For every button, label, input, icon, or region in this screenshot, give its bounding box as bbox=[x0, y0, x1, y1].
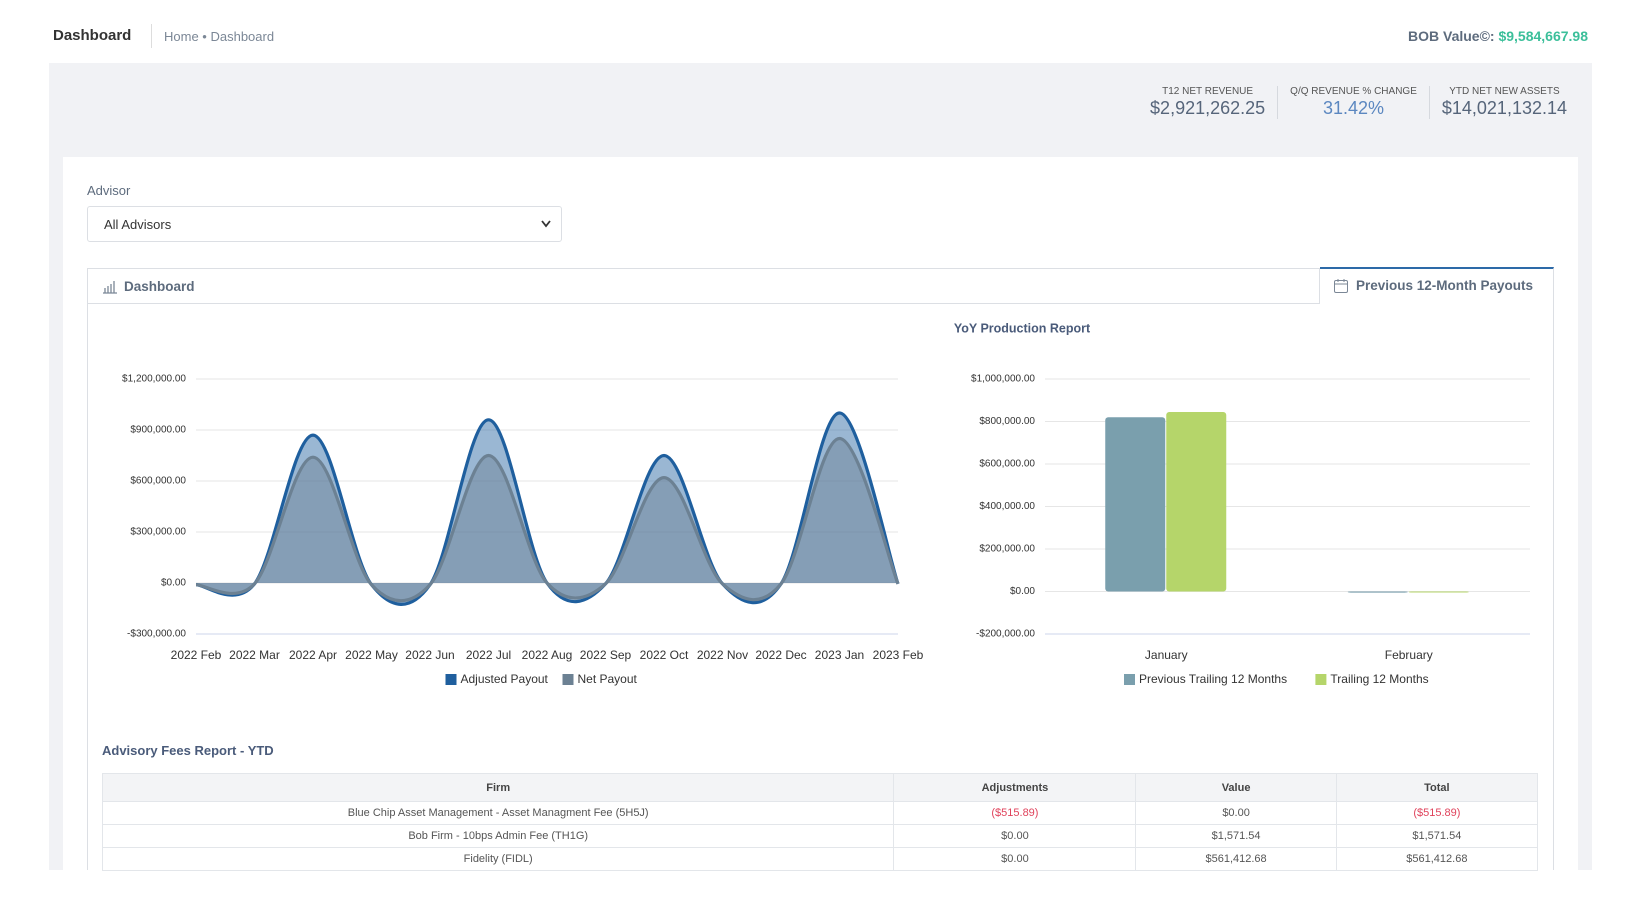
bar bbox=[1105, 417, 1166, 592]
tab-icon bbox=[103, 281, 117, 294]
page-title: Dashboard bbox=[53, 27, 132, 44]
table-cell: ($515.89) bbox=[893, 801, 1137, 825]
bar bbox=[1347, 591, 1408, 593]
fees-table: Firm Adjustments Value Total Blue Chip Asset… bbox=[101, 773, 1539, 871]
divider bbox=[151, 24, 152, 48]
tab-label: Dashboard bbox=[124, 279, 195, 294]
breadcrumb-link[interactable]: Home bbox=[164, 29, 199, 44]
select-arrow bbox=[541, 220, 551, 228]
legend-swatch bbox=[1124, 674, 1135, 685]
table-title: Advisory Fees Report - YTD bbox=[102, 743, 274, 758]
table-cell: Fidelity (FIDL) bbox=[101, 847, 895, 871]
kpi-strip: T12 NET REVENUE $2,921,262.25 Q/Q REVENUE … bbox=[1138, 86, 1579, 119]
column-header: Adjustments bbox=[893, 773, 1137, 802]
kpi-value: $2,921,262.25 bbox=[1150, 98, 1266, 118]
x-tick-label: 2022 May bbox=[345, 648, 398, 662]
legend-label: Net Payout bbox=[578, 672, 638, 686]
y-tick-label: $1,200,000.00 bbox=[122, 374, 186, 385]
kpi: T12 NET REVENUE $2,921,262.25 bbox=[1138, 86, 1277, 119]
x-tick-label: 2022 Apr bbox=[289, 648, 337, 662]
table-cell: $1,571.54 bbox=[1135, 824, 1337, 848]
legend-swatch bbox=[445, 674, 457, 685]
breadcrumb: Home • Dashboard bbox=[164, 29, 275, 44]
kpi: YTD NET NEW ASSETS $14,021,132.14 bbox=[1428, 86, 1579, 119]
legend-swatch bbox=[1315, 674, 1327, 685]
x-tick-label: February bbox=[1385, 648, 1433, 662]
header-row: Firm Adjustments Value Total bbox=[101, 773, 1539, 802]
legend-label: Adjusted Payout bbox=[461, 672, 549, 686]
charts: -$300,000.00 $0.00 $300,000.00 $600,000.00 $… bbox=[122, 321, 1530, 686]
table-cell: Bob Firm - 10bps Admin Fee (TH1G) bbox=[101, 824, 895, 848]
x-tick-label: 2022 Aug bbox=[522, 648, 573, 662]
kpi-label: Q/Q REVENUE % CHANGE bbox=[1290, 86, 1417, 97]
tab-icon bbox=[1334, 279, 1348, 293]
bob-value: BOB Value©: $9,584,667.98 bbox=[1408, 28, 1588, 44]
y-tick-label: $0.00 bbox=[1010, 586, 1035, 597]
tab[interactable]: Dashboard bbox=[87, 268, 1320, 304]
y-tick-label: $0.00 bbox=[161, 578, 186, 589]
select-value: All Advisors bbox=[104, 217, 172, 232]
table-cell: ($515.89) bbox=[1335, 801, 1539, 825]
y-tick-label: $600,000.00 bbox=[979, 459, 1035, 470]
table-row: Blue Chip Asset Management - Asset Manag… bbox=[101, 801, 1539, 825]
legend-label: Previous Trailing 12 Months bbox=[1139, 672, 1287, 686]
table-cell: $0.00 bbox=[893, 824, 1137, 848]
legend-label: Trailing 12 Months bbox=[1330, 672, 1428, 686]
tab-label: Previous 12-Month Payouts bbox=[1356, 278, 1534, 293]
tab-panel bbox=[87, 304, 1554, 870]
tab-active[interactable]: Previous 12-Month Payouts bbox=[1320, 267, 1554, 304]
kpi: Q/Q REVENUE % CHANGE 31.42% bbox=[1277, 86, 1429, 119]
breadcrumb-current: Dashboard bbox=[210, 29, 275, 44]
x-tick-label: 2023 Feb bbox=[873, 648, 924, 662]
table-wrap: Firm Adjustments Value Total Blue Chip Asset… bbox=[101, 773, 1539, 871]
x-tick-label: 2022 Feb bbox=[171, 648, 222, 662]
table-cell: $1,571.54 bbox=[1335, 824, 1539, 848]
x-tick-label: 2022 Nov bbox=[697, 648, 748, 662]
bob-amount: $9,584,667.98 bbox=[1498, 28, 1588, 44]
y-tick-label: -$300,000.00 bbox=[127, 629, 186, 640]
column-header: Total bbox=[1335, 773, 1539, 802]
x-tick-label: 2023 Jan bbox=[815, 648, 864, 662]
table-cell: $0.00 bbox=[893, 847, 1137, 871]
filter-label: Advisor bbox=[87, 183, 131, 198]
x-tick-label: 2022 Jul bbox=[466, 648, 511, 662]
table-cell: $561,412.68 bbox=[1335, 847, 1539, 871]
y-tick-label: $300,000.00 bbox=[130, 527, 186, 538]
bob-label: BOB Value©: bbox=[1408, 28, 1495, 44]
y-tick-label: -$200,000.00 bbox=[976, 629, 1035, 640]
y-tick-label: $200,000.00 bbox=[979, 544, 1035, 555]
legend-swatch bbox=[562, 674, 574, 685]
table-cell: $561,412.68 bbox=[1135, 847, 1337, 871]
kpi-value: $14,021,132.14 bbox=[1441, 98, 1567, 118]
table-row: Fidelity (FIDL) $0.00 $561,412.68 $561,412.… bbox=[101, 847, 1539, 871]
table-cell: Blue Chip Asset Management - Asset Manag… bbox=[101, 801, 895, 825]
y-tick-label: $1,000,000.00 bbox=[971, 374, 1035, 385]
kpi-label: YTD NET NEW ASSETS bbox=[1449, 86, 1560, 97]
table-row: Bob Firm - 10bps Admin Fee (TH1G) $0.00 $1… bbox=[101, 824, 1539, 848]
x-tick-label: 2022 Sep bbox=[580, 648, 632, 662]
y-tick-label: $600,000.00 bbox=[130, 476, 186, 487]
x-tick-label: 2022 Mar bbox=[229, 648, 280, 662]
bar bbox=[1166, 411, 1227, 592]
column-header: Value bbox=[1135, 773, 1337, 802]
line bbox=[195, 436, 900, 603]
y-tick-label: $900,000.00 bbox=[130, 425, 186, 436]
x-tick-label: 2022 Jun bbox=[405, 648, 454, 662]
x-tick-label: 2022 Dec bbox=[755, 648, 806, 662]
kpi-value: 31.42% bbox=[1322, 98, 1385, 118]
y-tick-label: $800,000.00 bbox=[979, 416, 1035, 427]
advisor-select[interactable]: All Advisors bbox=[87, 206, 562, 242]
kpi-label: T12 NET REVENUE bbox=[1162, 86, 1254, 97]
chart-title: YoY Production Report bbox=[954, 321, 1091, 335]
x-tick-label: January bbox=[1145, 648, 1188, 662]
bar bbox=[1408, 591, 1469, 593]
x-tick-label: 2022 Oct bbox=[640, 648, 689, 662]
y-tick-label: $400,000.00 bbox=[979, 501, 1035, 512]
table-cell: $0.00 bbox=[1135, 801, 1337, 825]
column-header: Firm bbox=[101, 773, 895, 802]
